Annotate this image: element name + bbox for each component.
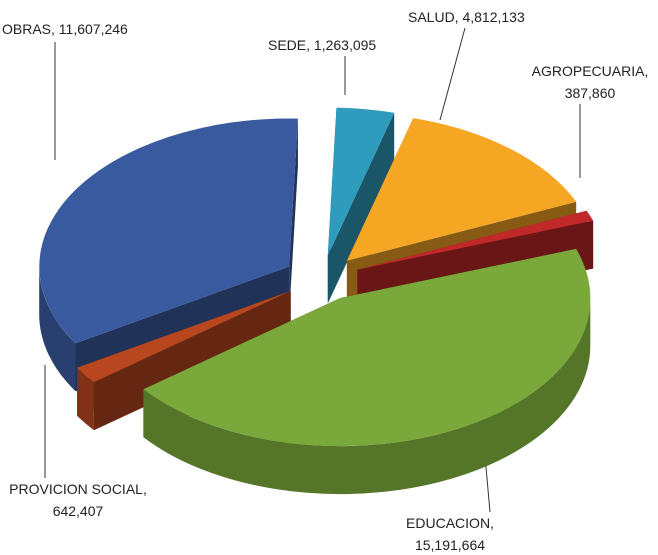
slice	[77, 291, 291, 383]
slice	[143, 248, 591, 447]
data-label: OBRAS, 11,607,246	[2, 18, 128, 40]
slice-wall	[77, 367, 94, 431]
label-value: 1,263,095	[313, 37, 377, 53]
label-value: 642,407	[52, 503, 104, 519]
slice-wall	[143, 298, 591, 495]
label-category: EDUCACION,	[406, 515, 494, 531]
slices	[39, 107, 594, 495]
label-value: 11,607,246	[58, 21, 128, 37]
slice	[39, 118, 298, 344]
slice	[346, 118, 577, 261]
label-value: 4,812,133	[462, 9, 525, 25]
slice-side	[289, 118, 298, 315]
slice	[327, 107, 395, 256]
label-category: AGROPECUARIA,	[531, 63, 649, 79]
label-category: OBRAS,	[2, 21, 55, 37]
label-category: SEDE,	[268, 37, 311, 53]
slice-side	[77, 291, 291, 416]
data-label: PROVICION SOCIAL, 642,407	[8, 478, 148, 522]
data-label: SALUD, 4,812,133	[408, 6, 525, 28]
data-label: SEDE, 1,263,095	[268, 34, 376, 56]
slice-wall	[39, 266, 76, 392]
label-category: PROVICION SOCIAL,	[9, 481, 147, 497]
label-value: 387,860	[564, 85, 616, 101]
label-value: 15,191,664	[414, 537, 486, 553]
data-label: AGROPECUARIA, 387,860	[530, 60, 650, 104]
data-label: EDUCACION, 15,191,664	[390, 512, 510, 555]
slice	[357, 210, 594, 270]
slice-side	[327, 112, 395, 304]
leader-line	[439, 27, 466, 121]
label-category: SALUD,	[408, 9, 459, 25]
